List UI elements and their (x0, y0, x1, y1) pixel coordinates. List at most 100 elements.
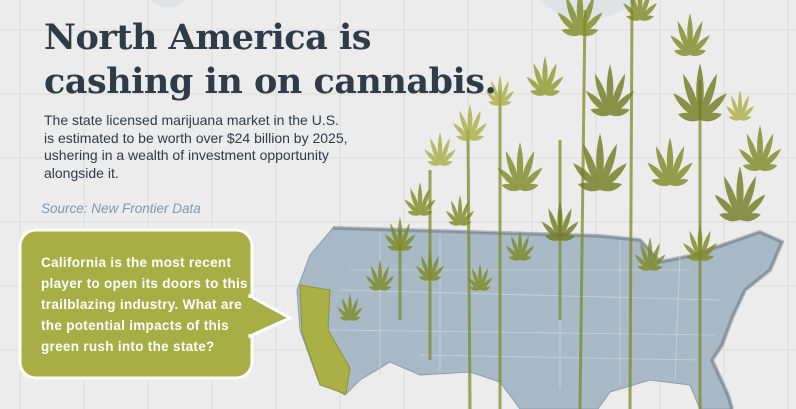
leaflet (371, 265, 380, 290)
leaflet (731, 95, 740, 120)
callout-pointer (248, 293, 294, 339)
leaflet (448, 221, 460, 226)
leaflet (740, 105, 755, 120)
state-border (674, 254, 681, 381)
leaflet (560, 221, 579, 240)
california (299, 284, 351, 395)
leaflet (430, 255, 439, 280)
leaflet (459, 110, 470, 140)
leaflet (740, 116, 752, 121)
leaflet (427, 160, 440, 166)
leaflet (760, 148, 782, 170)
leaflet (738, 148, 760, 170)
leaf (634, 237, 666, 271)
leaflet (505, 245, 520, 260)
leaf (485, 75, 515, 106)
leaflet (418, 276, 430, 281)
leaflet (456, 135, 470, 141)
leaf (673, 62, 727, 122)
leaflet (350, 316, 361, 321)
leaflet (670, 178, 689, 187)
leaf (647, 137, 693, 187)
leaflet (440, 138, 450, 165)
leaflet (746, 133, 760, 170)
callout-join (246, 298, 252, 334)
leaflet (670, 162, 693, 185)
map-shadow (332, 226, 785, 409)
leaflet (415, 265, 430, 280)
leaflet (610, 73, 626, 115)
callout-line: California is the most recent (41, 255, 232, 270)
leaflet (686, 255, 700, 261)
title-line: cashing in on cannabis. (44, 61, 497, 102)
leaflet (350, 307, 363, 320)
leaflet (590, 108, 610, 117)
intro-line: ushering in a wealth of investment oppor… (44, 147, 329, 163)
leaf (526, 56, 564, 96)
leaflet (404, 199, 420, 215)
callout-line: green rush into the state? (41, 339, 215, 354)
leaflet (742, 164, 760, 172)
leaflet (453, 123, 470, 140)
leaflet (700, 112, 723, 122)
intro: The state licensed marijuana market in t… (44, 112, 348, 182)
leaflet (655, 145, 670, 185)
leaflet (580, 12, 603, 35)
leaflet (471, 268, 480, 290)
leaflet (670, 145, 685, 185)
leaflet (700, 230, 711, 260)
leaflet (526, 76, 545, 95)
state-border (339, 289, 721, 301)
leaflet (634, 254, 650, 270)
leaflet (520, 235, 529, 260)
leaflet (740, 213, 761, 222)
leaf (573, 133, 627, 192)
state-border (419, 354, 701, 361)
leaflet (651, 178, 670, 187)
leaflet (690, 20, 703, 55)
callout-line: trailblazing industry. What are (41, 297, 243, 312)
leaf (384, 217, 416, 251)
leaflet (500, 101, 512, 106)
stem (466, 129, 472, 409)
leaflet (470, 135, 484, 141)
leaflet (700, 93, 727, 120)
leaflet (460, 221, 472, 226)
leaflet (610, 108, 630, 117)
leaflet (511, 235, 520, 260)
leaflet (390, 223, 400, 250)
leaflet (451, 200, 460, 225)
intro-line: The state licensed marijuana market in t… (44, 112, 339, 128)
intro-line: alongside it. (44, 164, 119, 181)
stem (578, 9, 587, 409)
leaflet (723, 176, 740, 220)
leaflet (400, 245, 413, 251)
leaf (623, 0, 657, 21)
leaf (365, 260, 395, 291)
leaf (670, 13, 710, 56)
leaflet (594, 73, 610, 115)
leaflet (380, 275, 395, 290)
leaflet (683, 73, 700, 120)
leaflet (420, 188, 430, 215)
leaflet (410, 188, 420, 215)
leaf (714, 166, 766, 222)
leaflet (565, 0, 580, 35)
leaflet (520, 183, 539, 192)
leaflet (650, 265, 663, 271)
leaflet (520, 167, 543, 190)
intro-line: is estimated to be worth over $24 billio… (44, 129, 348, 146)
leaflet (497, 167, 520, 190)
leaflet (407, 210, 420, 216)
leaflet (501, 183, 520, 192)
leaflet (690, 49, 707, 56)
leaflet (714, 194, 740, 220)
leaflet (560, 235, 576, 241)
state-border (329, 329, 716, 336)
leaflet (728, 116, 740, 121)
leaflet (424, 149, 440, 165)
leaflet (460, 200, 469, 225)
leaflet (580, 0, 595, 35)
leaf (738, 125, 782, 172)
